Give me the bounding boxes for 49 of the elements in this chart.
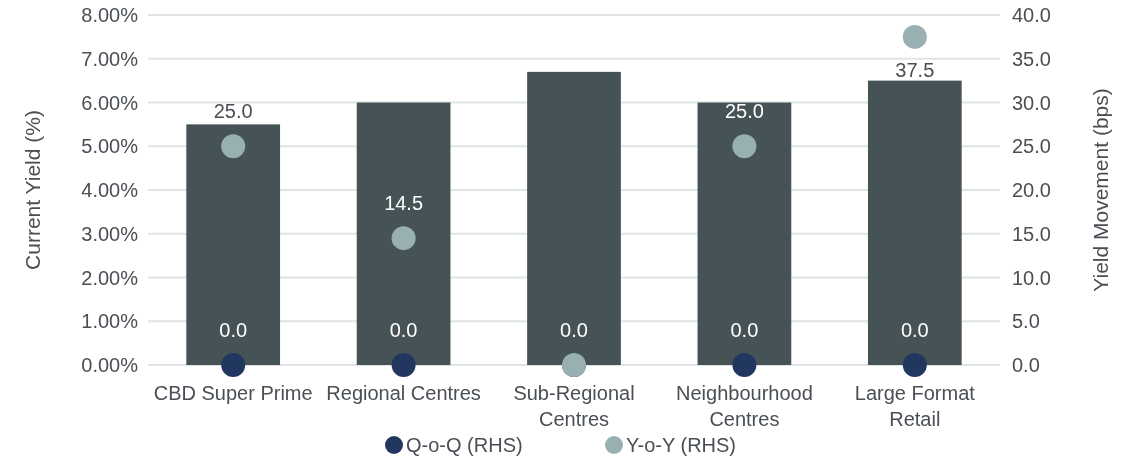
y2-tick-label: 25.0 — [1012, 135, 1051, 158]
x-tick-label: Sub-Regional Centres — [513, 382, 635, 430]
point — [221, 134, 246, 159]
y2-tick-label: 20.0 — [1012, 179, 1051, 201]
legend-label: Y-o-Y (RHS) — [626, 434, 737, 456]
data-label: 25.0 — [213, 100, 253, 123]
bar — [697, 102, 792, 365]
y2-tick-label: 40.0 — [1012, 4, 1051, 26]
data-label: 37.5 — [895, 58, 935, 81]
y2-tick-label: 0.0 — [1012, 354, 1040, 376]
y-tick-label: 1.00% — [81, 310, 139, 333]
y-tick-label: 0.00% — [81, 354, 139, 376]
y2-tick-label: 30.0 — [1012, 91, 1051, 114]
bar — [356, 102, 451, 365]
y-tick-label: 4.00% — [81, 179, 139, 201]
y-tick-label: 5.00% — [81, 135, 139, 158]
y-tick-label: 8.00% — [81, 4, 139, 26]
data-label: 14.5 — [384, 192, 424, 215]
y-axis-title: Current Yield (%) — [21, 110, 44, 270]
y2-tick-label: 35.0 — [1012, 47, 1051, 70]
data-label: 0.0 — [730, 319, 759, 341]
y2-tick-label: 10.0 — [1012, 266, 1051, 289]
data-label: 0.0 — [389, 319, 418, 341]
data-label: 0.0 — [560, 319, 588, 341]
y2-tick-label: 5.0 — [1012, 310, 1040, 333]
y-tick-label: 7.00% — [81, 47, 139, 70]
y2-axis-title: Yield Movement (bps) — [1089, 88, 1112, 292]
point — [902, 24, 927, 49]
y2-tick-label: 15.0 — [1012, 222, 1051, 245]
point — [902, 353, 927, 377]
bar — [867, 80, 962, 365]
x-tick-label: Neighbourhood Centres — [676, 382, 813, 430]
x-tick-label: CBD Super Prime — [153, 382, 313, 404]
bar — [527, 71, 621, 365]
point — [391, 353, 416, 377]
data-label: 0.0 — [900, 319, 929, 341]
point — [732, 353, 757, 377]
x-tick-label: Regional Centres — [326, 382, 481, 404]
y-tick-label: 2.00% — [81, 266, 139, 289]
bar — [186, 124, 281, 365]
x-tick-label: Large Format Retail — [854, 382, 976, 430]
data-label: 25.0 — [724, 100, 764, 123]
point — [221, 353, 246, 377]
point — [391, 226, 416, 251]
y-tick-label: 6.00% — [81, 91, 139, 114]
point — [732, 134, 757, 159]
y-tick-label: 3.00% — [81, 222, 139, 245]
legend-label: Q-o-Q (RHS) — [406, 434, 523, 456]
data-label: 0.0 — [219, 319, 248, 341]
